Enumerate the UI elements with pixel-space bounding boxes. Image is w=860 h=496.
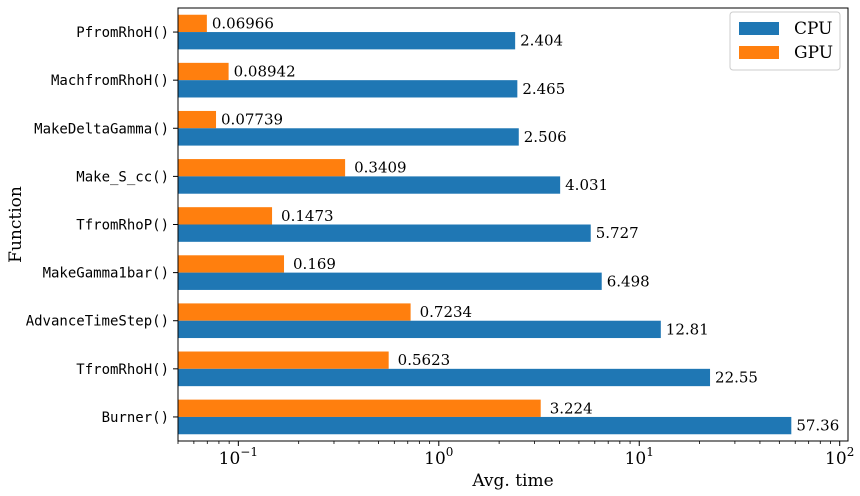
gpu-bar bbox=[178, 159, 346, 177]
y-tick-label: TfromRhoH() bbox=[76, 362, 169, 378]
gpu-value-label: 0.1473 bbox=[281, 207, 334, 225]
y-tick-label: MakeDeltaGamma() bbox=[34, 121, 169, 137]
y-tick-label: Burner() bbox=[102, 410, 169, 426]
cpu-value-label: 4.031 bbox=[565, 176, 608, 194]
x-axis-label: Avg. time bbox=[471, 471, 553, 491]
cpu-value-label: 57.36 bbox=[796, 417, 839, 435]
legend-swatch bbox=[739, 22, 779, 35]
cpu-value-label: 2.506 bbox=[524, 128, 567, 146]
cpu-bar bbox=[178, 176, 561, 194]
gpu-bar bbox=[178, 207, 273, 225]
cpu-bar bbox=[178, 32, 516, 50]
legend-swatch bbox=[739, 46, 779, 59]
y-tick-label: TfromRhoP() bbox=[76, 218, 169, 234]
value-labels-layer: 0.06966 2.404 0.08942 2.465 0.07739 2.506 0.34… bbox=[212, 14, 839, 434]
gpu-value-label: 0.08942 bbox=[234, 63, 296, 81]
gpu-bar bbox=[178, 62, 229, 81]
y-tick-label: AdvanceTimeStep() bbox=[26, 314, 169, 330]
y-tick-label: MachfromRhoH() bbox=[51, 73, 169, 89]
cpu-value-label: 22.55 bbox=[715, 368, 758, 386]
gpu-bar bbox=[178, 303, 411, 321]
y-tick-label: PfromRhoH() bbox=[76, 25, 169, 41]
cpu-bar bbox=[178, 128, 519, 146]
gpu-value-label: 0.7234 bbox=[420, 303, 473, 321]
y-axis-label: Function bbox=[6, 186, 26, 263]
y-axis: PfromRhoH() MachfromRhoH() MakeDeltaGamma(… bbox=[26, 25, 178, 426]
cpu-bar bbox=[178, 368, 711, 387]
gpu-value-label: 0.07739 bbox=[221, 111, 283, 129]
gpu-bar bbox=[178, 351, 389, 369]
legend: CPU GPU bbox=[729, 11, 841, 71]
gpu-bar bbox=[178, 14, 207, 33]
legend-label: CPU bbox=[794, 19, 832, 39]
cpu-value-label: 12.81 bbox=[666, 320, 709, 338]
gpu-value-label: 0.169 bbox=[293, 255, 336, 273]
gpu-bar bbox=[178, 110, 217, 129]
gpu-value-label: 0.06966 bbox=[212, 14, 274, 32]
bars-layer bbox=[178, 14, 792, 435]
gpu-value-label: 0.5623 bbox=[398, 351, 451, 369]
cpu-value-label: 5.727 bbox=[596, 224, 639, 242]
gpu-bar bbox=[178, 255, 285, 273]
gpu-bar bbox=[178, 399, 541, 417]
y-tick-label: Make_S_cc() bbox=[76, 169, 169, 185]
cpu-bar bbox=[178, 416, 792, 435]
cpu-bar bbox=[178, 80, 518, 98]
cpu-value-label: 2.465 bbox=[522, 80, 565, 98]
cpu-bar bbox=[178, 320, 661, 339]
cpu-bar bbox=[178, 272, 602, 290]
gpu-value-label: 0.3409 bbox=[354, 159, 407, 177]
gpu-value-label: 3.224 bbox=[550, 399, 593, 417]
cpu-value-label: 6.498 bbox=[607, 272, 650, 290]
cpu-value-label: 2.404 bbox=[520, 32, 563, 50]
cpu-bar bbox=[178, 224, 591, 242]
legend-label: GPU bbox=[794, 43, 833, 63]
y-tick-label: MakeGamma1bar() bbox=[43, 266, 169, 282]
